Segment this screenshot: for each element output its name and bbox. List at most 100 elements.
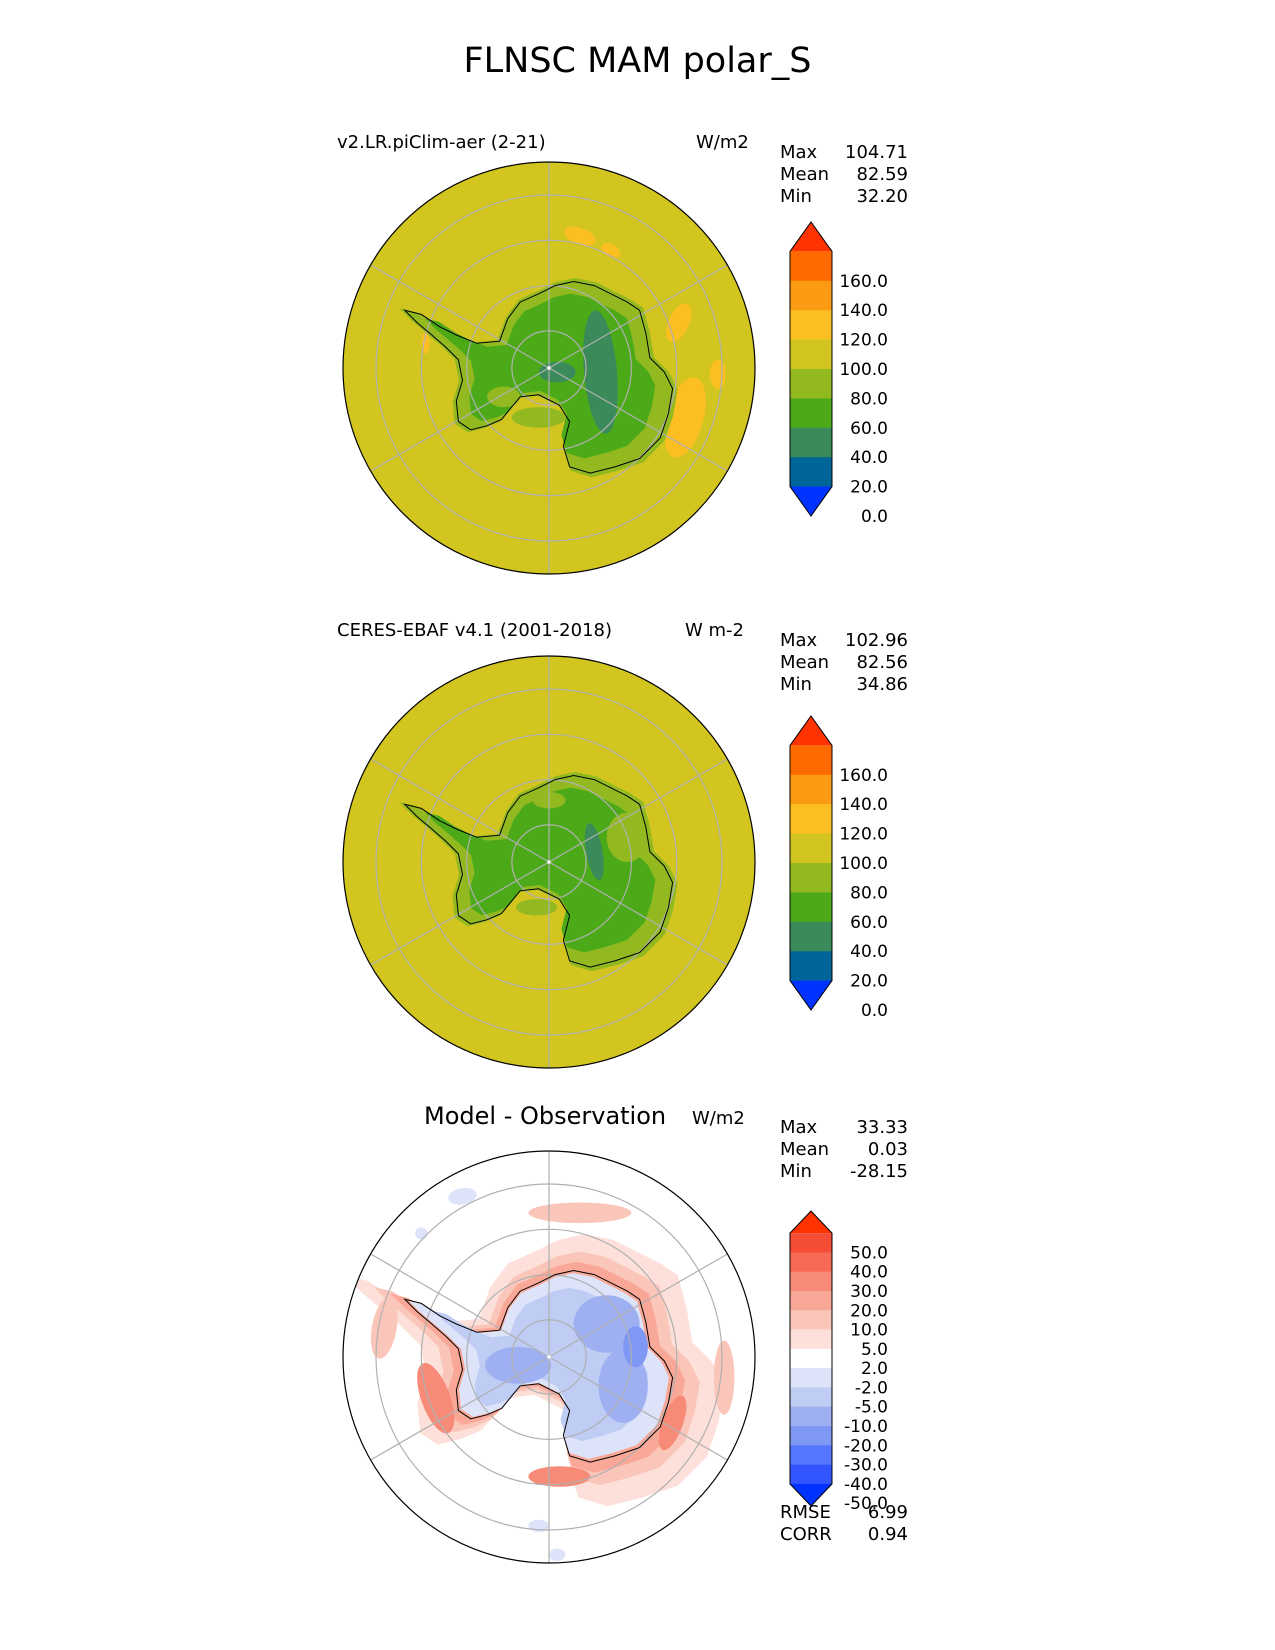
panel-1-title: v2.LR.piClim-aer (2-21) <box>337 132 546 153</box>
negative-patch <box>623 1326 648 1368</box>
polar-map-2 <box>342 655 756 1069</box>
coastline <box>403 774 674 968</box>
meridian-line <box>370 1356 550 1461</box>
colorbar-segment <box>790 1445 832 1466</box>
colorbar-tick-label: 2.0 <box>861 1359 888 1379</box>
colorbar-tick-label: 160.0 <box>839 766 888 786</box>
panel-2-units: W m-2 <box>685 620 745 641</box>
panel-2-stats: Max 102.96 Mean 82.56 Min 34.86 <box>780 630 908 696</box>
map-frame <box>342 161 756 575</box>
stat-label: Max <box>780 1117 818 1138</box>
colorbar-segment <box>790 1406 832 1427</box>
pole-marker <box>547 1355 551 1359</box>
meridian-line <box>370 758 550 863</box>
colorbar-tick-label: -5.0 <box>855 1398 888 1418</box>
meridian-line <box>370 264 550 369</box>
colorbar-tick-label: 140.0 <box>839 795 888 815</box>
colorbar-tick-label: 80.0 <box>850 883 888 903</box>
colorbar-segment <box>790 1368 832 1388</box>
colorbar-outline <box>789 221 833 517</box>
polar-map-1 <box>342 161 756 575</box>
colorbar-segment <box>790 1426 832 1446</box>
colorbar-extend-top <box>790 222 832 252</box>
colorbar-tick-label: 40.0 <box>850 448 888 468</box>
colorbar-segment <box>790 1464 832 1485</box>
stat-value: 33.33 <box>856 1117 908 1138</box>
meridian-line <box>548 367 728 472</box>
mid-patch <box>511 407 566 428</box>
panel-3-stats: Max 33.33 Mean 0.03 Min -28.15 <box>780 1117 908 1183</box>
stat-value: 34.86 <box>856 674 908 695</box>
colorbar-2: 160.0 140.0 120.0 100.0 80.0 60.0 40.0 20.0 0.0 <box>789 715 888 1021</box>
stat-label: Mean <box>780 652 830 673</box>
colorbar-segment <box>790 863 832 893</box>
colorbar-tick-label: -40.0 <box>844 1475 888 1495</box>
map-frame <box>342 1150 756 1564</box>
colorbar-tick-label: 100.0 <box>839 854 888 874</box>
colorbar-segment <box>790 339 832 370</box>
colorbar-3: 50.040.030.020.010.05.02.0-2.0-5.0-10.0-… <box>789 1210 888 1514</box>
colorbar-1: 160.0 140.0 120.0 100.0 80.0 60.0 40.0 20.0 0.0 <box>789 221 888 527</box>
negative-patch <box>549 1548 566 1562</box>
panel-1-stats: Max 104.71 Mean 82.59 Min 32.20 <box>780 142 908 208</box>
metric-label: CORR <box>780 1524 832 1545</box>
colorbar-extend-top <box>790 716 832 746</box>
positive-patch <box>713 1340 735 1415</box>
mid-patch <box>487 386 521 408</box>
colorbar-tick-label: -30.0 <box>844 1456 888 1476</box>
colorbar-segment <box>790 951 832 982</box>
low-patch <box>584 823 604 881</box>
colorbar-tick-label: 50.0 <box>850 1243 888 1263</box>
meridian-line <box>370 861 550 966</box>
pole-marker <box>547 860 551 864</box>
negative-patch <box>448 1187 477 1205</box>
stat-value: -28.15 <box>849 1161 908 1182</box>
positive-patch <box>528 1202 632 1224</box>
colorbar-outline <box>789 1210 833 1507</box>
colorbar-tick-label: 10.0 <box>850 1321 888 1341</box>
metric-label: RMSE <box>780 1502 831 1523</box>
colorbar-tick-label: 80.0 <box>850 389 888 409</box>
positive-patch <box>417 1362 455 1434</box>
colorbar-segment <box>790 1271 832 1292</box>
positive-patch <box>658 1395 687 1451</box>
stat-label: Min <box>780 186 812 207</box>
colorbar-extend-bottom <box>790 1483 832 1506</box>
stat-label: Max <box>780 142 818 163</box>
colorbar-segment <box>790 1329 832 1350</box>
colorbar-tick-label: 100.0 <box>839 360 888 380</box>
colorbar-tick-label: 120.0 <box>839 825 888 845</box>
stat-label: Min <box>780 674 812 695</box>
meridian-line <box>370 367 550 472</box>
colorbar-segment <box>790 369 832 399</box>
colorbar-tick-label: 140.0 <box>839 301 888 321</box>
colorbar-segment <box>790 804 832 835</box>
metric-value: 0.94 <box>867 1524 908 1545</box>
graticule <box>370 162 728 574</box>
warm-patch <box>709 359 727 389</box>
pole-marker <box>547 366 551 370</box>
colorbar-tick-label: 20.0 <box>850 972 888 992</box>
coastline <box>403 280 674 474</box>
panel-2-title: CERES-EBAF v4.1 (2001-2018) <box>337 620 613 641</box>
coastline <box>403 1269 674 1463</box>
mid-patch <box>516 899 558 916</box>
stat-value: 104.71 <box>845 142 908 163</box>
colorbar-tick-label: -10.0 <box>844 1417 888 1437</box>
colorbar-segment <box>790 833 832 864</box>
colorbar-tick-label: -50.0 <box>844 1494 888 1514</box>
figure-title: FLNSC MAM polar_S <box>463 41 812 81</box>
colorbar-segment <box>790 1310 832 1331</box>
graticule <box>370 656 728 1068</box>
positive-patch <box>370 1297 398 1359</box>
panel-3-metrics: RMSE 6.99 CORR 0.94 <box>780 1502 908 1546</box>
meridian-line <box>548 861 728 966</box>
negative-patch <box>485 1346 552 1384</box>
warm-patch <box>564 226 596 246</box>
stat-value: 0.03 <box>867 1139 908 1160</box>
stat-label: Mean <box>780 1139 830 1160</box>
stat-label: Mean <box>780 164 830 185</box>
meridian-line <box>548 264 728 369</box>
panel-1-units: W/m2 <box>696 132 749 153</box>
